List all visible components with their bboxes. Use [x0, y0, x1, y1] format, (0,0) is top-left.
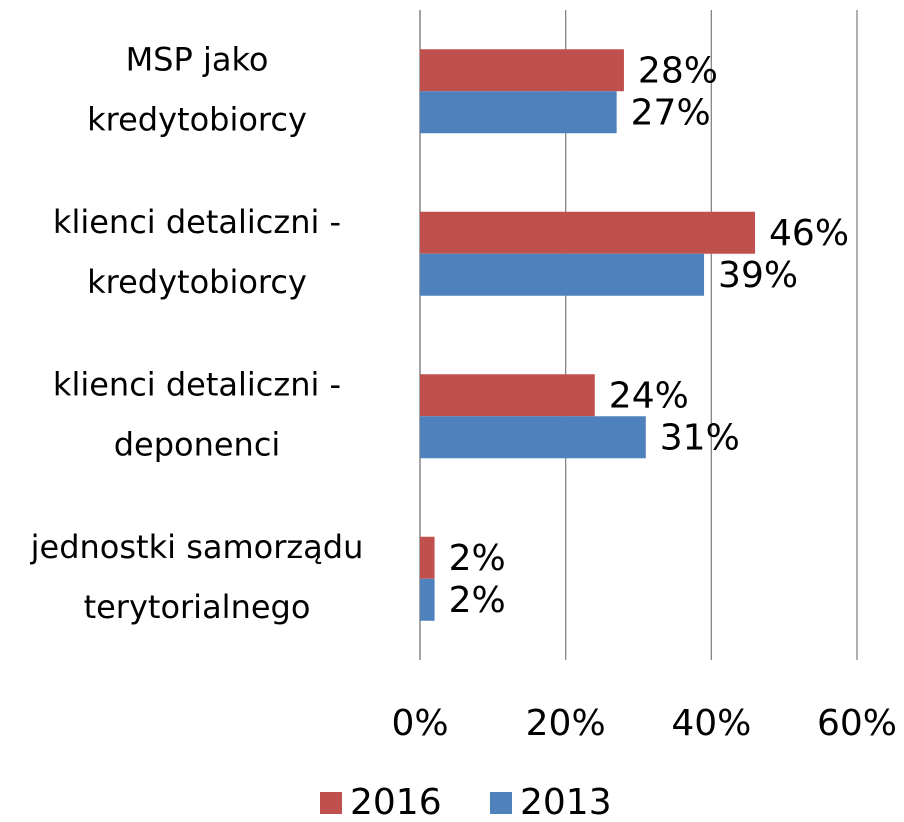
category-label: klienci detaliczni -	[53, 365, 341, 403]
legend-swatch	[490, 792, 512, 814]
legend-label: 2013	[520, 782, 612, 822]
bar	[420, 416, 646, 459]
category-label: MSP jako	[126, 40, 269, 78]
bar	[420, 536, 435, 579]
legend-swatch	[320, 792, 342, 814]
category-label: kredytobiorcy	[87, 263, 307, 301]
category-label: kredytobiorcy	[87, 100, 307, 138]
data-label: 46%	[769, 213, 849, 254]
data-label: 31%	[660, 417, 740, 458]
data-label: 2%	[449, 538, 506, 579]
x-tick-label: 40%	[671, 703, 751, 744]
data-label: 27%	[631, 92, 711, 133]
x-tick-label: 60%	[817, 703, 897, 744]
data-label: 2%	[449, 580, 506, 621]
bar	[420, 211, 756, 254]
x-tick-label: 20%	[526, 703, 606, 744]
category-label: jednostki samorządu	[30, 528, 364, 566]
category-label: terytorialnego	[84, 588, 311, 626]
legend-label: 2016	[350, 782, 442, 822]
bar	[420, 253, 705, 296]
x-tick-label: 0%	[391, 703, 448, 744]
category-label: klienci detaliczni -	[53, 203, 341, 241]
data-label: 24%	[609, 375, 689, 416]
bar	[420, 49, 624, 92]
category-label: deponenci	[114, 425, 281, 463]
data-label: 28%	[638, 50, 718, 91]
bar	[420, 374, 595, 417]
bar	[420, 578, 435, 621]
bar	[420, 91, 617, 134]
data-label: 39%	[718, 255, 798, 296]
